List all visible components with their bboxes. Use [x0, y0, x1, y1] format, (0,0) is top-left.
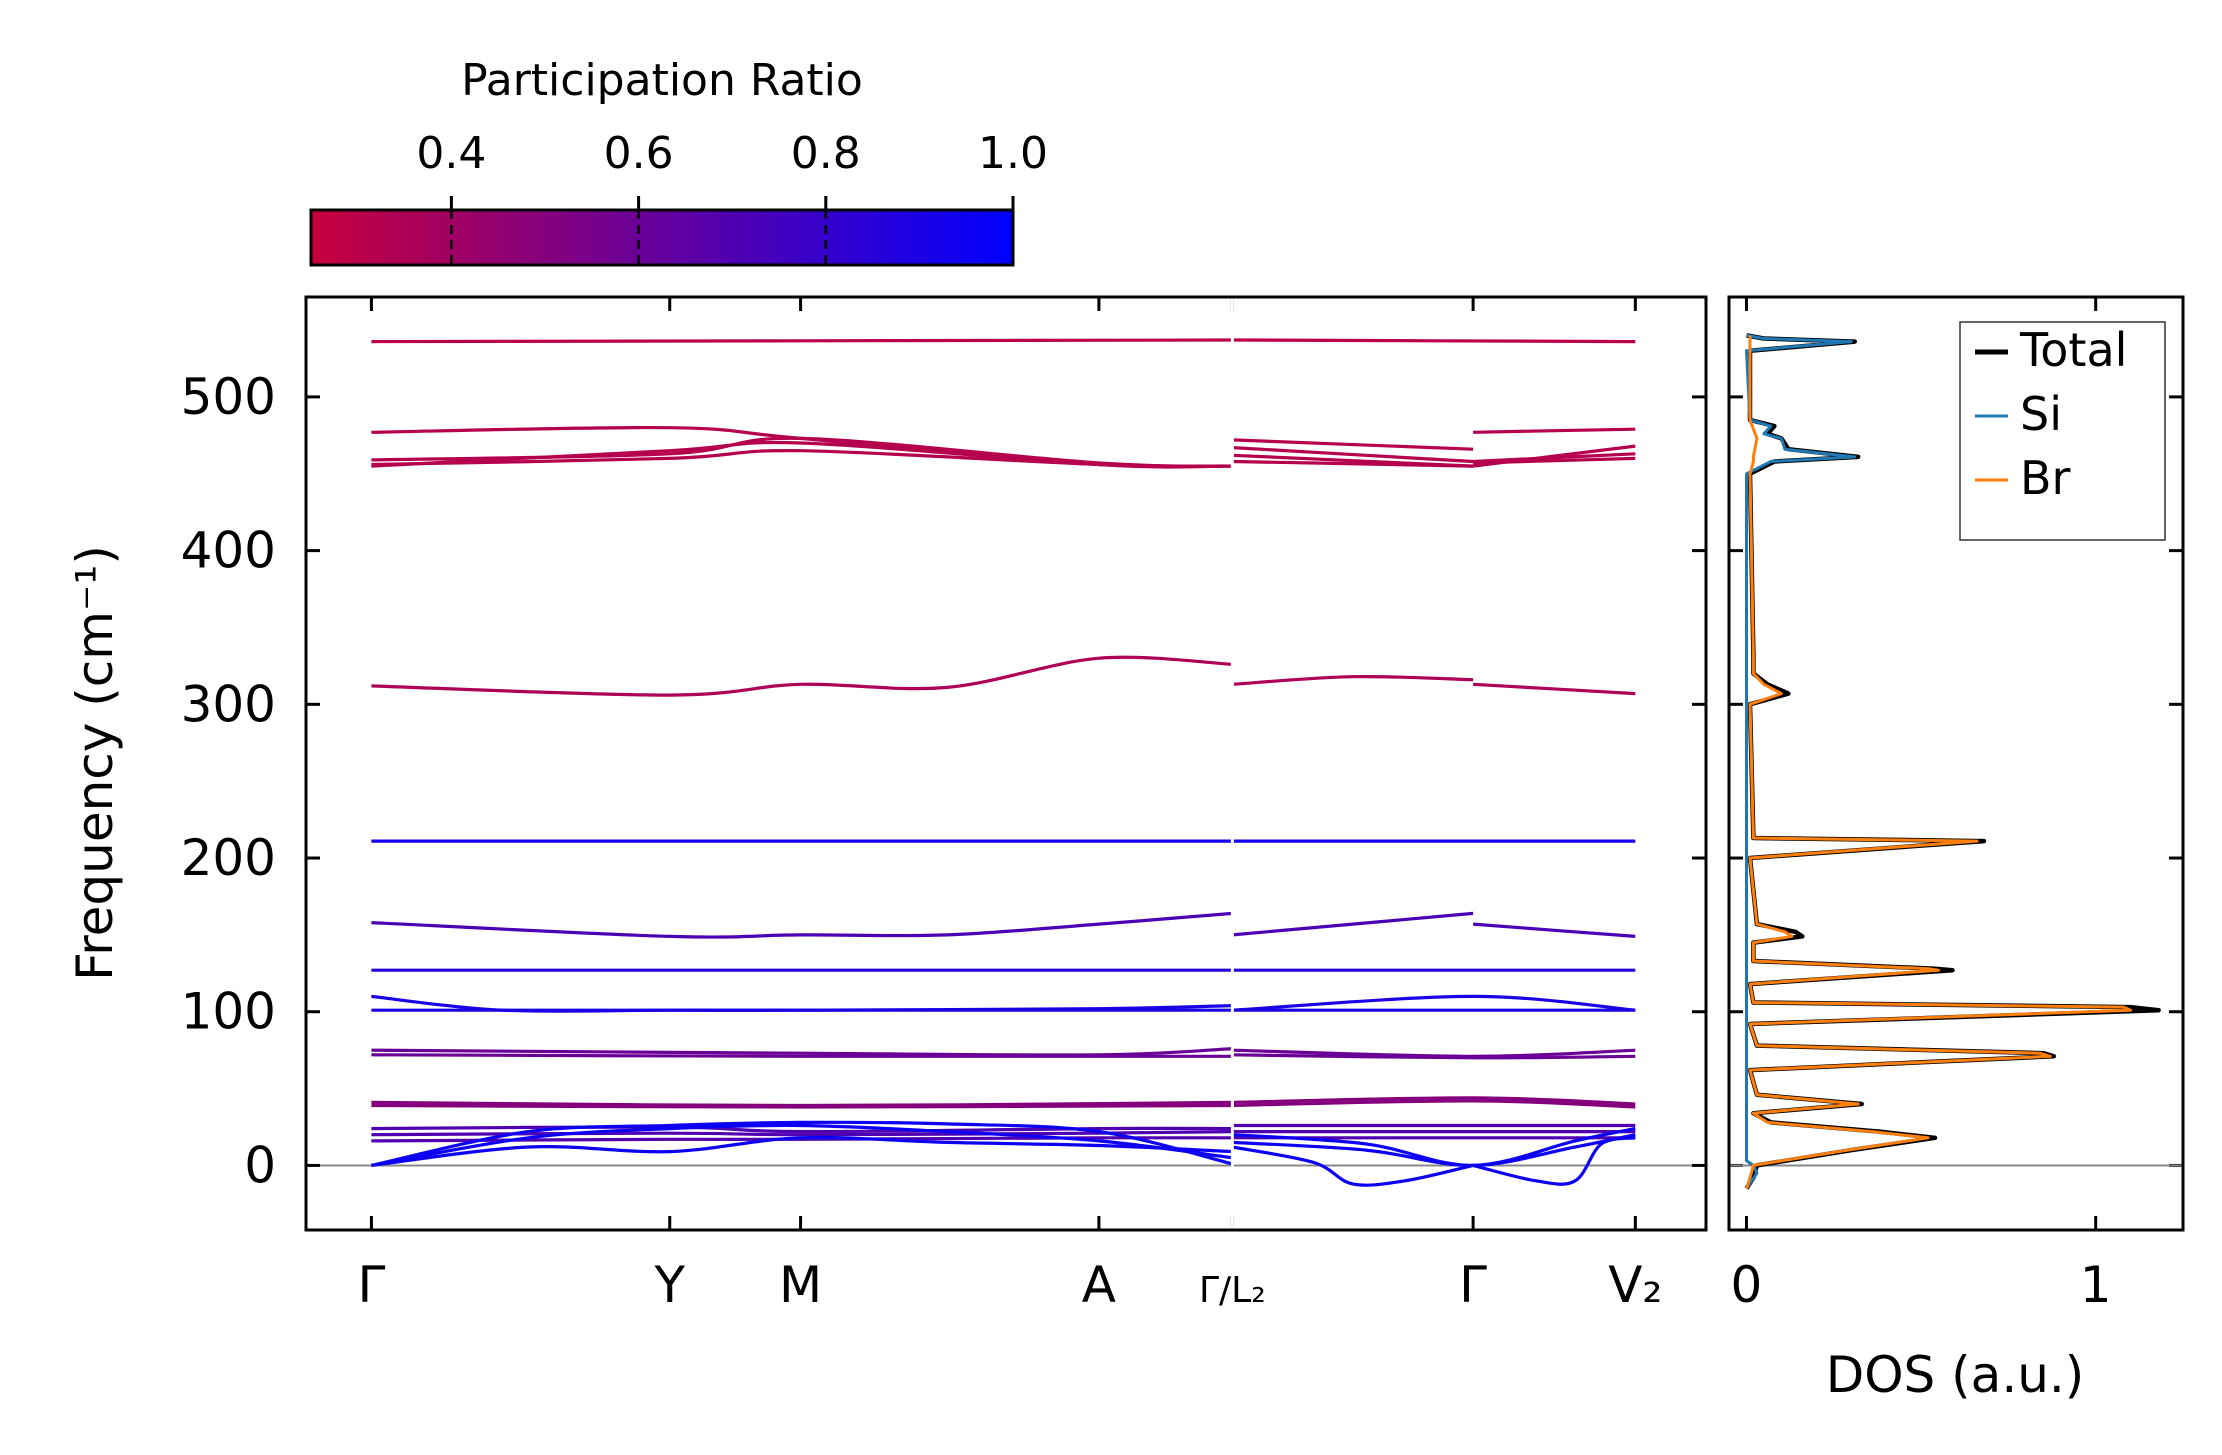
- legend: Total Si Br: [1959, 321, 2166, 541]
- band-line: [371, 1130, 1233, 1137]
- y-tick-label: 500: [181, 368, 276, 426]
- x-tick-label: Γ/L₂: [1199, 1270, 1266, 1311]
- band-line: [1473, 682, 1636, 696]
- x-tick-label: Γ: [1459, 1256, 1487, 1314]
- dos-series-br: [1745, 335, 2133, 1189]
- band-line: [1232, 459, 1474, 468]
- y-axis-label: Frequency (cm⁻¹): [66, 545, 124, 981]
- colorbar-ticks: 0.4 0.6 0.8 1.0: [416, 128, 1048, 265]
- dos-x-tick-label: 1: [2080, 1256, 2112, 1314]
- y-axis-ticks: 0 100 200 300 400 500: [181, 368, 2183, 1194]
- band-line: [1472, 922, 1636, 938]
- band-line: [1232, 1096, 1636, 1106]
- band-line: [1232, 1145, 1474, 1187]
- colorbar: Participation Ratio 0.4 0.6 0.8 1.0: [309, 55, 1048, 267]
- band-line: [371, 1125, 1233, 1134]
- colorbar-tick-label: 0.6: [604, 128, 674, 179]
- band-line: [371, 911, 1233, 939]
- band-line: [1232, 446, 1474, 464]
- y-tick-label: 0: [244, 1136, 276, 1194]
- band-line: [371, 436, 1233, 468]
- band-line: [1232, 438, 1474, 451]
- band-line: [1232, 674, 1474, 686]
- band-line: [1232, 1053, 1636, 1060]
- band-line: [371, 1135, 1233, 1167]
- x-axis-labels: Γ Y M A Γ/L₂ Γ V₂: [357, 1256, 1662, 1314]
- band-line: [1232, 1127, 1636, 1168]
- y-tick-label: 400: [181, 522, 276, 580]
- band-line: [1473, 452, 1636, 464]
- band-line: [1232, 1099, 1636, 1109]
- band-line: [371, 338, 1233, 344]
- y-axis-label-text: Frequency (cm⁻¹): [66, 545, 124, 981]
- x-tick-label: Γ: [357, 1256, 385, 1314]
- band-line: [371, 655, 1233, 697]
- phonon-bands: [371, 297, 1636, 1230]
- band-line: [1232, 994, 1636, 1012]
- band-line: [1232, 338, 1636, 344]
- band-line: [1472, 1136, 1636, 1186]
- band-line: [371, 1047, 1233, 1057]
- high-symmetry-ticks: [369, 297, 1637, 1230]
- band-line: [371, 1053, 1233, 1059]
- band-line: [371, 1123, 1233, 1167]
- colorbar-tick-label: 0.8: [791, 128, 861, 179]
- x-tick-label: M: [779, 1256, 822, 1314]
- band-line: [371, 1103, 1233, 1109]
- y-tick-label: 100: [181, 983, 276, 1041]
- colorbar-gradient: [309, 208, 1015, 267]
- dos-series-si: [1745, 333, 1857, 1190]
- dos-x-tick-label: 0: [1731, 1256, 1763, 1314]
- dos-axis-label: DOS (a.u.): [1826, 1346, 2085, 1404]
- dos-plot-frame: [1727, 295, 2185, 1232]
- x-tick-label: Y: [653, 1256, 685, 1314]
- colorbar-label: Participation Ratio: [461, 55, 863, 106]
- band-plot-frame: [304, 295, 1708, 1232]
- band-line: [371, 1120, 1233, 1167]
- legend-label: Si: [2020, 387, 2062, 441]
- colorbar-tick-label: 0.4: [416, 128, 486, 179]
- y-tick-label: 200: [181, 829, 276, 887]
- band-line: [1232, 911, 1474, 937]
- band-line: [1473, 427, 1636, 434]
- colorbar-tick-label: 1.0: [978, 128, 1048, 179]
- y-tick-label: 300: [181, 675, 276, 733]
- x-tick-label: A: [1082, 1256, 1116, 1314]
- legend-label: Br: [2020, 451, 2071, 505]
- band-line: [1473, 456, 1636, 465]
- x-tick-label: V₂: [1608, 1256, 1662, 1314]
- legend-box: [1959, 321, 2166, 541]
- dos-curves: [1744, 333, 2161, 1190]
- legend-label: Total: [2019, 323, 2127, 377]
